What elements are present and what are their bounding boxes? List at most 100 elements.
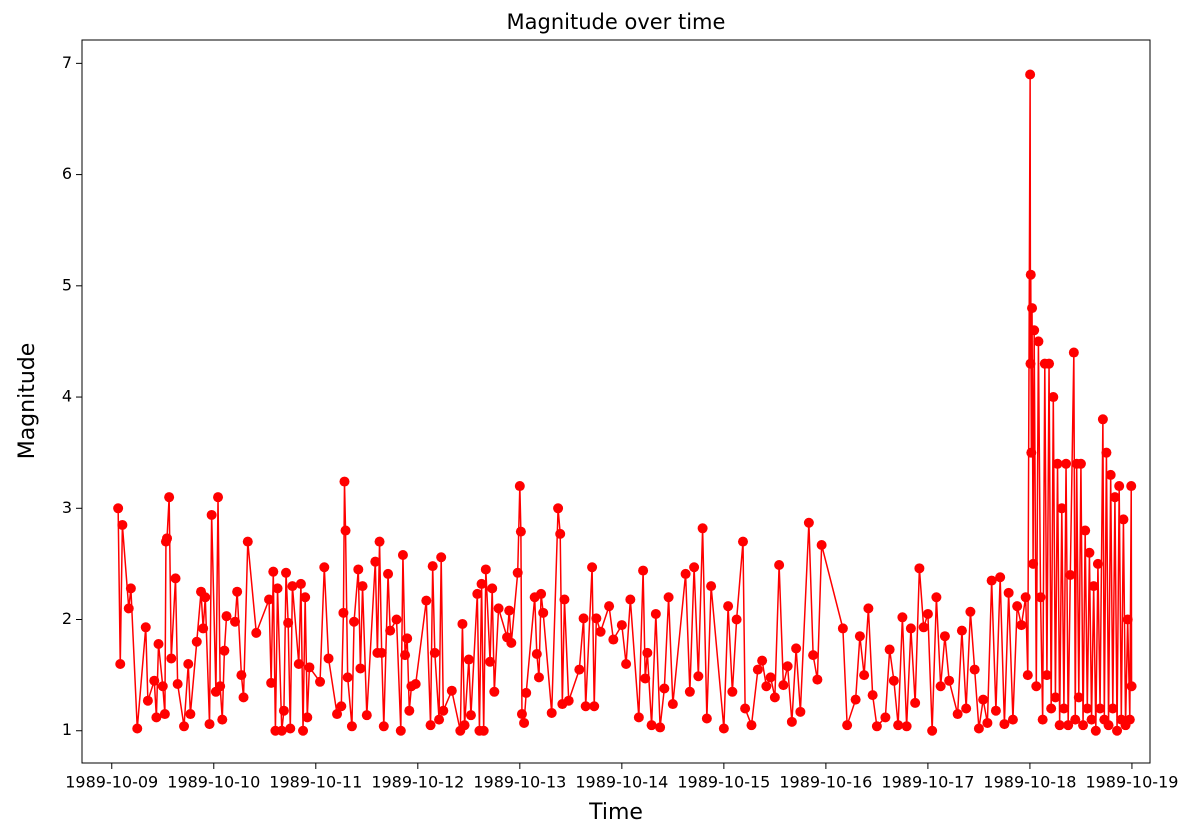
data-point — [185, 709, 196, 720]
data-point — [952, 709, 963, 720]
data-point — [961, 703, 972, 714]
data-point — [493, 603, 504, 614]
data-point — [1035, 592, 1046, 603]
data-point — [663, 592, 674, 603]
data-point — [221, 611, 232, 622]
data-point — [1095, 703, 1106, 714]
data-point — [616, 620, 627, 631]
data-point — [880, 712, 891, 723]
data-point — [774, 560, 785, 571]
data-point — [293, 659, 304, 670]
data-point — [1097, 414, 1108, 425]
data-point — [986, 575, 997, 586]
data-point — [295, 578, 306, 589]
data-point — [944, 675, 955, 686]
data-point — [990, 705, 1001, 716]
data-point — [117, 519, 128, 530]
data-point — [217, 714, 228, 725]
y-tick-label: 6 — [62, 164, 72, 183]
data-point — [927, 725, 938, 736]
data-point — [151, 712, 162, 723]
data-point — [965, 606, 976, 617]
data-point — [465, 710, 476, 721]
data-point — [476, 578, 487, 589]
data-point — [236, 670, 247, 681]
data-point — [427, 561, 438, 572]
data-point — [910, 697, 921, 708]
data-point — [1050, 692, 1061, 703]
data-line — [117, 74, 1133, 731]
data-point — [969, 664, 980, 675]
data-point — [472, 588, 483, 599]
data-point — [1101, 447, 1112, 458]
data-point — [485, 656, 496, 667]
data-point — [514, 481, 525, 492]
data-point — [489, 686, 500, 697]
data-point — [778, 680, 789, 691]
data-point — [816, 539, 827, 550]
data-point — [519, 717, 530, 728]
data-point — [1033, 336, 1044, 347]
data-point — [795, 706, 806, 717]
data-point — [1082, 703, 1093, 714]
data-point — [608, 634, 619, 645]
data-point — [812, 674, 823, 685]
data-point — [1112, 725, 1123, 736]
data-point — [183, 659, 194, 670]
data-point — [625, 594, 636, 605]
data-point — [349, 616, 360, 627]
data-point — [740, 703, 751, 714]
data-point — [580, 701, 591, 712]
data-point — [376, 647, 387, 658]
data-point — [791, 643, 802, 654]
data-point — [914, 563, 925, 574]
data-point — [125, 583, 136, 594]
data-point — [438, 705, 449, 716]
y-tick-label: 5 — [62, 275, 72, 294]
data-point — [973, 723, 984, 734]
data-point — [667, 699, 678, 710]
data-point — [1037, 714, 1048, 725]
data-point — [515, 526, 526, 537]
data-point — [1058, 703, 1069, 714]
data-point — [166, 653, 177, 664]
data-point — [251, 627, 262, 638]
data-point — [1078, 720, 1089, 731]
data-point — [204, 719, 215, 730]
data-point — [459, 720, 470, 731]
data-point — [315, 676, 326, 687]
data-point — [693, 671, 704, 682]
data-point — [655, 722, 666, 733]
data-point — [281, 567, 292, 578]
x-axis-label: Time — [588, 800, 643, 825]
data-point — [769, 692, 780, 703]
data-point — [425, 720, 436, 731]
data-point — [463, 654, 474, 665]
data-point — [850, 694, 861, 705]
data-point — [1026, 447, 1037, 458]
data-point — [1052, 458, 1063, 469]
data-point — [536, 588, 547, 599]
data-point — [1126, 681, 1137, 692]
data-point — [1027, 303, 1038, 314]
data-point — [302, 712, 313, 723]
x-tick-label: 1989-10-19 — [1085, 773, 1178, 792]
data-point — [595, 626, 606, 637]
data-point — [884, 644, 895, 655]
data-point — [198, 623, 209, 634]
data-point — [650, 608, 661, 619]
data-point — [1068, 347, 1079, 358]
data-point — [266, 677, 277, 688]
data-point — [604, 601, 615, 612]
data-point — [1056, 503, 1067, 514]
data-point — [232, 586, 243, 597]
x-tick-label: 1989-10-14 — [575, 773, 668, 792]
y-tick-label: 4 — [62, 387, 72, 406]
data-point — [1007, 714, 1018, 725]
data-point — [863, 603, 874, 614]
data-point — [859, 670, 870, 681]
data-point — [893, 720, 904, 731]
data-point — [457, 618, 468, 629]
x-tick-label: 1989-10-09 — [65, 773, 158, 792]
data-point — [922, 608, 933, 619]
